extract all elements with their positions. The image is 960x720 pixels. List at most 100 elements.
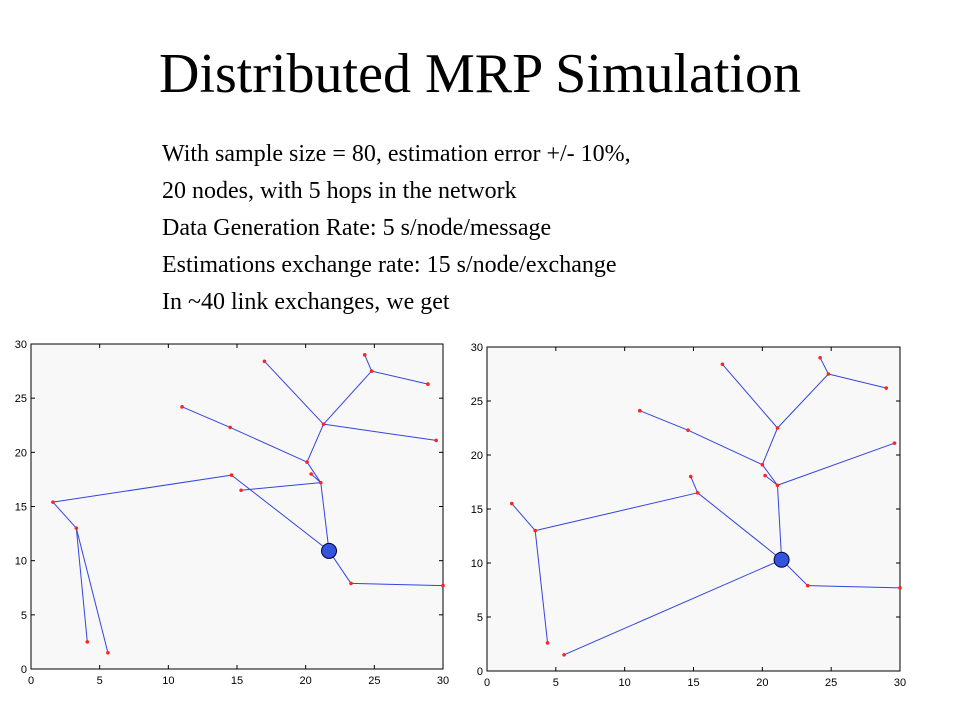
network-edge: [777, 373, 829, 429]
network-edge: [75, 528, 109, 653]
network-edge: [511, 503, 536, 531]
sensor-node: [321, 422, 326, 426]
network-edge: [828, 373, 887, 389]
network-plot-svg: 0 5 10 15 20 25 30 0 5 10 15 20 25 30: [471, 342, 906, 689]
network-edge: [52, 474, 232, 503]
sensor-node: [892, 441, 897, 445]
x-tick-label: 15: [231, 675, 243, 687]
sensor-node: [229, 473, 234, 477]
x-tick-label: 25: [825, 677, 837, 689]
network-edge: [306, 423, 324, 463]
network-edge: [777, 442, 895, 486]
network-plot-right: 0 5 10 15 20 25 30 0 5 10 15 20 25 30: [462, 336, 922, 696]
sensor-node: [74, 526, 79, 530]
sensor-node: [545, 641, 550, 645]
x-tick-label: 30: [894, 677, 906, 689]
network-edge: [229, 426, 308, 463]
network-edge: [241, 482, 321, 491]
sensor-node: [763, 473, 767, 478]
network-edge: [306, 461, 322, 483]
sensor-node: [686, 428, 690, 432]
description-line: Data Generation Rate: 5 s/node/message: [162, 215, 552, 241]
sensor-node: [51, 500, 55, 504]
y-tick-label: 20: [471, 450, 483, 462]
network-edge: [761, 464, 778, 486]
y-tick-label: 15: [15, 502, 27, 514]
y-tick-label: 20: [15, 447, 27, 459]
x-tick-label: 0: [484, 677, 490, 689]
slide-title: Distributed MRP Simulation: [159, 43, 801, 105]
network-edge: [320, 482, 330, 551]
sensor-node: [228, 425, 232, 430]
network-edge: [690, 476, 699, 493]
x-tick-label: 20: [756, 677, 768, 689]
network-edge: [75, 528, 88, 642]
sensor-node: [85, 640, 90, 644]
network-edge: [776, 485, 783, 560]
network-edge: [364, 354, 373, 372]
network-edge: [534, 530, 549, 643]
y-tick-label: 10: [471, 558, 483, 570]
y-tick-label: 0: [21, 664, 27, 676]
sensor-node: [562, 653, 566, 657]
network-edge: [807, 585, 901, 589]
y-tick-label: 25: [15, 393, 27, 405]
sensor-node: [533, 528, 537, 533]
plot-area: [30, 343, 444, 670]
x-tick-label: 15: [687, 677, 699, 689]
root-node: [321, 542, 338, 559]
x-tick-label: 30: [437, 675, 449, 687]
y-tick-label: 30: [471, 342, 483, 354]
x-tick-label: 25: [368, 675, 380, 687]
sensor-node: [441, 583, 445, 588]
network-edge: [563, 559, 782, 656]
sensor-node: [775, 483, 780, 488]
description-line: In ~40 link exchanges, we get: [162, 289, 450, 315]
x-tick-label: 5: [97, 675, 103, 687]
sensor-node: [426, 382, 430, 386]
sensor-node: [509, 501, 514, 506]
network-edge: [52, 501, 77, 529]
sensor-node: [760, 462, 765, 467]
network-plot-left: 0 5 10 15 20 25 30 0 5 10 15 20 25 30: [0, 336, 460, 696]
sensor-node: [180, 405, 184, 409]
sensor-node: [349, 581, 353, 586]
sensor-node: [775, 426, 780, 430]
sensor-node: [884, 386, 889, 390]
network-plot-svg: 0 5 10 15 20 25 30 0 5 10 15 20 25 30: [15, 339, 449, 687]
sensor-node: [720, 362, 725, 367]
y-tick-label: 5: [477, 612, 483, 624]
y-tick-label: 15: [471, 504, 483, 516]
x-tick-label: 0: [28, 675, 34, 687]
description-line: 20 nodes, with 5 hops in the network: [162, 178, 517, 204]
network-edge: [761, 427, 778, 465]
y-tick-label: 10: [15, 556, 27, 568]
network-edge: [264, 360, 324, 425]
description-list: With sample size = 80, estimation error …: [162, 136, 631, 321]
y-tick-label: 25: [471, 396, 483, 408]
sensor-node: [369, 369, 374, 373]
network-edge: [535, 492, 698, 532]
x-tick-label: 5: [553, 677, 559, 689]
x-tick-label: 10: [619, 677, 631, 689]
sensor-node: [262, 359, 267, 364]
network-edge: [697, 492, 782, 561]
sensor-node: [309, 472, 313, 476]
network-edge: [764, 475, 778, 486]
network-edge: [323, 423, 437, 441]
description-line: Estimations exchange rate: 15 s/node/exc…: [162, 252, 617, 278]
network-edge: [350, 582, 444, 587]
root-node: [773, 551, 790, 568]
sensor-node: [805, 583, 810, 588]
sensor-node: [239, 488, 243, 493]
sensor-node: [305, 460, 309, 464]
sensor-node: [688, 474, 693, 479]
plot-area: [486, 346, 901, 672]
network-edge: [181, 406, 231, 428]
network-edge: [687, 429, 763, 466]
network-edge: [323, 370, 372, 425]
y-tick-label: 0: [477, 666, 483, 678]
sensor-node: [638, 408, 642, 413]
y-tick-label: 30: [15, 339, 27, 351]
sensor-node: [826, 372, 831, 376]
